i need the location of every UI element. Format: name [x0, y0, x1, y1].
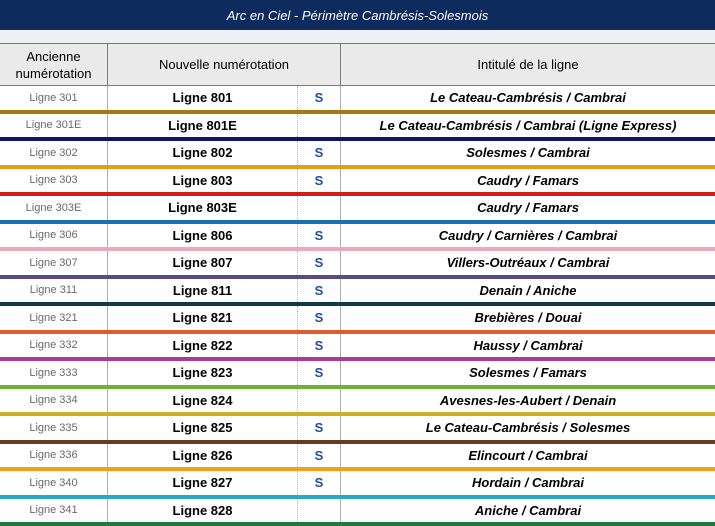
header-old-numbering: Ancienne numérotation [0, 44, 108, 85]
new-number-cell: Ligne 827 [108, 471, 298, 495]
table-header: Ancienne numérotation Nouvelle numérotat… [0, 43, 715, 86]
new-number-cell: Ligne 828 [108, 498, 298, 522]
old-number-cell: Ligne 301 [0, 86, 108, 110]
table-title: Arc en Ciel - Périmètre Cambrésis-Solesm… [0, 0, 715, 30]
line-name-cell: Solesmes / Cambrai [466, 145, 590, 161]
school-service-marker: S [298, 278, 341, 302]
table-row: Ligne 333 Ligne 823 S Solesmes / Famars [0, 361, 715, 389]
school-service-marker: S [298, 306, 341, 330]
line-name-cell: Caudry / Famars [477, 200, 579, 216]
table-row: Ligne 335 Ligne 825 S Le Cateau-Cambrésis /… [0, 416, 715, 444]
old-number-cell: Ligne 303E [0, 196, 108, 220]
header-new-numbering: Nouvelle numérotation [108, 44, 341, 85]
table-row: Ligne 303 Ligne 803 S Caudry / Famars [0, 168, 715, 196]
old-number-cell: Ligne 301E [0, 113, 108, 137]
old-number-cell: Ligne 311 [0, 278, 108, 302]
new-number-cell: Ligne 801E [108, 113, 298, 137]
school-service-marker: S [298, 416, 341, 440]
table-row: Ligne 334 Ligne 824 Avesnes-les-Aubert / D… [0, 388, 715, 416]
table-row: Ligne 301E Ligne 801E Le Cateau-Cambrésis … [0, 113, 715, 141]
table-row: Ligne 336 Ligne 826 S Elincourt / Cambrai [0, 443, 715, 471]
line-name-cell: Brebières / Douai [474, 310, 582, 326]
table-row: Ligne 340 Ligne 827 S Hordain / Cambrai [0, 471, 715, 499]
new-number-cell: Ligne 822 [108, 333, 298, 357]
new-number-cell: Ligne 824 [108, 388, 298, 412]
new-number-cell: Ligne 803 [108, 168, 298, 192]
school-service-marker: S [298, 443, 341, 467]
line-name-cell: Denain / Aniche [479, 282, 577, 298]
table-row: Ligne 301 Ligne 801 S Le Cateau-Cambrésis /… [0, 86, 715, 114]
line-name-cell: Elincourt / Cambrai [468, 447, 588, 463]
header-line-name: Intitulé de la ligne [477, 57, 579, 72]
school-service-marker: S [298, 361, 341, 385]
school-service-marker: S [298, 223, 341, 247]
school-service-marker [298, 113, 341, 137]
new-number-cell: Ligne 801 [108, 86, 298, 110]
line-name-cell: Villers-Outréaux / Cambrai [446, 255, 610, 271]
line-name-cell: Le Cateau-Cambrésis / Cambrai [430, 90, 626, 106]
table-row: Ligne 341 Ligne 828 Aniche / Cambrai [0, 498, 715, 526]
school-service-marker: S [298, 168, 341, 192]
line-name-cell: Solesmes / Famars [469, 365, 587, 381]
line-name-cell: Caudry / Famars [477, 172, 579, 188]
school-service-marker: S [298, 86, 341, 110]
table-row: Ligne 332 Ligne 822 S Haussy / Cambrai [0, 333, 715, 361]
new-number-cell: Ligne 821 [108, 306, 298, 330]
old-number-cell: Ligne 336 [0, 443, 108, 467]
old-number-cell: Ligne 340 [0, 471, 108, 495]
school-service-marker: S [298, 251, 341, 275]
new-number-cell: Ligne 826 [108, 443, 298, 467]
old-number-cell: Ligne 333 [0, 361, 108, 385]
school-service-marker [298, 196, 341, 220]
title-spacer [0, 30, 715, 43]
school-service-marker: S [298, 141, 341, 165]
school-service-marker [298, 498, 341, 522]
line-name-cell: Caudry / Carnières / Cambrai [438, 227, 618, 243]
new-number-cell: Ligne 803E [108, 196, 298, 220]
table-row: Ligne 303E Ligne 803E Caudry / Famars [0, 196, 715, 224]
table-row: Ligne 321 Ligne 821 S Brebières / Douai [0, 306, 715, 334]
line-name-cell: Avesnes-les-Aubert / Denain [439, 392, 617, 408]
old-number-cell: Ligne 332 [0, 333, 108, 357]
new-number-cell: Ligne 825 [108, 416, 298, 440]
old-number-cell: Ligne 341 [0, 498, 108, 522]
old-number-cell: Ligne 334 [0, 388, 108, 412]
line-name-cell: Le Cateau-Cambrésis / Cambrai (Ligne Exp… [379, 117, 677, 133]
school-service-marker: S [298, 333, 341, 357]
old-number-cell: Ligne 307 [0, 251, 108, 275]
line-name-cell: Aniche / Cambrai [474, 502, 582, 518]
line-name-cell: Le Cateau-Cambrésis / Solesmes [425, 420, 631, 436]
new-number-cell: Ligne 806 [108, 223, 298, 247]
school-service-marker: S [298, 471, 341, 495]
table-body: Ligne 301 Ligne 801 S Le Cateau-Cambrésis /… [0, 86, 715, 526]
new-number-cell: Ligne 807 [108, 251, 298, 275]
school-service-marker [298, 388, 341, 412]
table-row: Ligne 311 Ligne 811 S Denain / Aniche [0, 278, 715, 306]
line-name-cell: Hordain / Cambrai [472, 475, 584, 491]
new-number-cell: Ligne 823 [108, 361, 298, 385]
table-row: Ligne 306 Ligne 806 S Caudry / Carnières / … [0, 223, 715, 251]
old-number-cell: Ligne 335 [0, 416, 108, 440]
old-number-cell: Ligne 302 [0, 141, 108, 165]
old-number-cell: Ligne 306 [0, 223, 108, 247]
new-number-cell: Ligne 811 [108, 278, 298, 302]
old-number-cell: Ligne 303 [0, 168, 108, 192]
table-row: Ligne 302 Ligne 802 S Solesmes / Cambrai [0, 141, 715, 169]
table-row: Ligne 307 Ligne 807 S Villers-Outréaux / Ca… [0, 251, 715, 279]
line-name-cell: Haussy / Cambrai [473, 337, 583, 353]
old-number-cell: Ligne 321 [0, 306, 108, 330]
new-number-cell: Ligne 802 [108, 141, 298, 165]
